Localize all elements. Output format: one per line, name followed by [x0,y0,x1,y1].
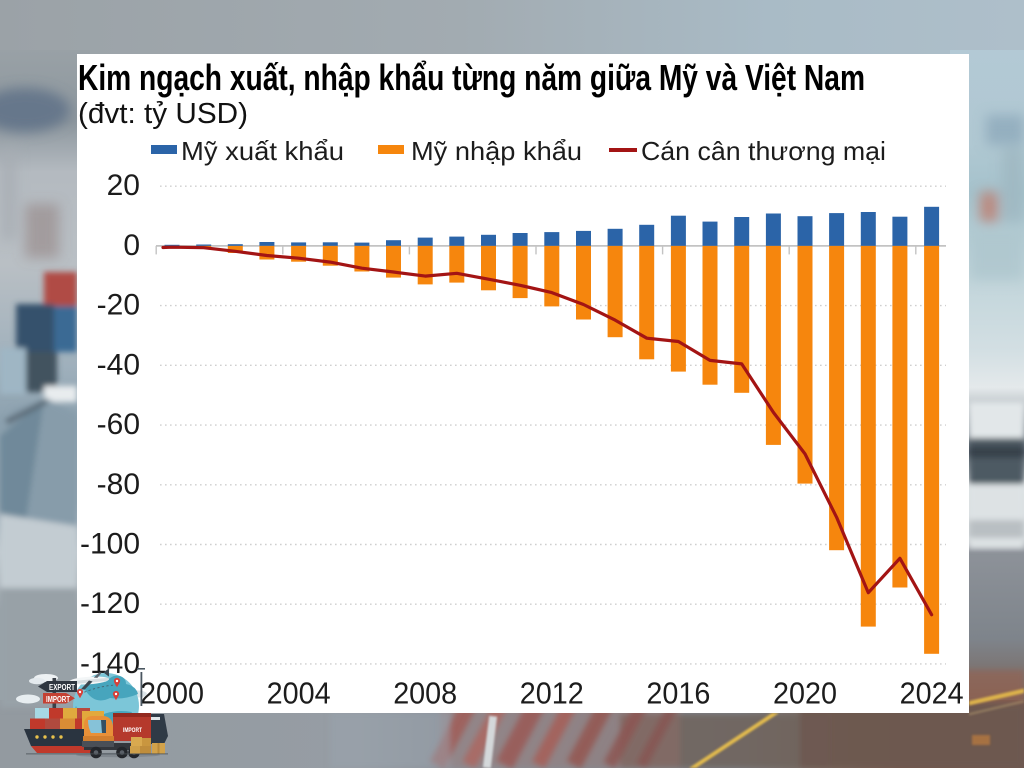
svg-text:Cán cân thương mại: Cán cân thương mại [641,136,886,166]
svg-text:-40: -40 [97,348,140,381]
svg-text:Mỹ nhập khẩu: Mỹ nhập khẩu [411,136,582,166]
svg-text:-80: -80 [97,468,140,501]
svg-text:-100: -100 [80,528,140,561]
svg-text:20: 20 [107,169,140,202]
svg-text:IMPORT: IMPORT [46,695,70,704]
svg-text:2016: 2016 [646,676,710,711]
svg-text:Mỹ xuất khẩu: Mỹ xuất khẩu [181,136,344,166]
svg-text:2008: 2008 [393,676,457,711]
svg-text:-60: -60 [97,408,140,441]
svg-text:0: 0 [123,229,140,262]
svg-text:EXPORT: EXPORT [49,683,75,692]
svg-text:IMPORT: IMPORT [123,727,142,734]
svg-text:2012: 2012 [520,676,584,711]
svg-text:2004: 2004 [267,676,331,711]
svg-text:-20: -20 [97,289,140,322]
svg-text:2000: 2000 [140,676,204,711]
svg-text:2024: 2024 [900,676,964,711]
svg-text:(đvt: tỷ USD): (đvt: tỷ USD) [78,98,248,130]
svg-text:2020: 2020 [773,676,837,711]
svg-text:Kim ngạch xuất, nhập khẩu từng: Kim ngạch xuất, nhập khẩu từng năm giữa … [78,57,865,98]
svg-text:-120: -120 [80,587,140,620]
